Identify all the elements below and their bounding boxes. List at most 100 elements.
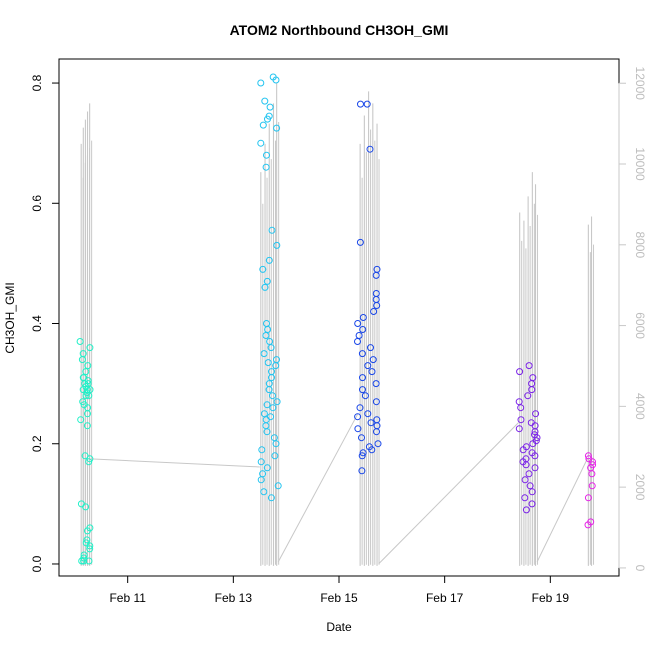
- data-point: [263, 464, 271, 472]
- data-point: [86, 545, 94, 553]
- data-point: [260, 410, 268, 418]
- data-point: [263, 320, 270, 327]
- data-point: [76, 338, 84, 345]
- data-point: [85, 458, 93, 466]
- data-point: [264, 115, 271, 123]
- data-point: [531, 428, 539, 436]
- y2-tick-label: 4000: [633, 393, 647, 420]
- altitude-ferry-line: [90, 458, 260, 468]
- data-point: [584, 521, 592, 529]
- data-point: [525, 362, 533, 370]
- data-point: [359, 326, 367, 333]
- data-point: [77, 416, 85, 424]
- data-point: [272, 440, 280, 448]
- data-point: [84, 410, 91, 418]
- data-point: [373, 302, 381, 309]
- data-point: [272, 362, 280, 370]
- data-point: [356, 404, 364, 412]
- data-point: [515, 425, 523, 433]
- data-point: [262, 422, 270, 430]
- x-axis-label: Date: [326, 620, 352, 634]
- y-tick-label: 0.4: [30, 315, 44, 332]
- data-point: [354, 413, 362, 421]
- data-point: [370, 308, 378, 315]
- x-tick-label: Feb 15: [320, 591, 358, 605]
- data-point: [528, 488, 536, 496]
- data-point: [524, 392, 532, 400]
- y2-tick-label: 8000: [633, 231, 647, 258]
- data-point: [261, 97, 269, 105]
- data-point: [274, 482, 282, 490]
- data-point: [373, 428, 380, 436]
- data-point: [528, 380, 536, 388]
- data-point: [521, 476, 529, 484]
- data-point: [359, 374, 366, 382]
- x-tick-label: Feb 19: [532, 591, 570, 605]
- chart-title: ATOM2 Northbound CH3OH_GMI: [230, 22, 449, 38]
- data-point: [273, 241, 281, 249]
- data-point: [358, 452, 366, 460]
- y2-tick-label: 10000: [633, 147, 647, 181]
- data-point: [356, 238, 364, 246]
- data-point: [259, 265, 267, 273]
- y-tick-label: 0.8: [30, 74, 44, 91]
- data-point: [259, 121, 267, 129]
- data-point: [264, 359, 272, 367]
- data-point: [82, 503, 90, 511]
- data-point: [358, 350, 366, 358]
- data-point: [260, 350, 268, 358]
- data-point: [531, 464, 539, 472]
- data-point: [86, 386, 94, 394]
- altitude-ferry-line: [536, 458, 588, 563]
- altitude-layer: [80, 83, 595, 566]
- y-axis-label: CH3OH_GMI: [3, 282, 17, 353]
- data-point: [82, 368, 90, 376]
- data-point: [78, 557, 86, 565]
- data-point: [268, 226, 276, 234]
- data-point: [267, 413, 275, 421]
- data-point: [257, 139, 265, 147]
- data-point: [267, 344, 275, 352]
- data-point: [517, 416, 525, 424]
- data-point: [364, 362, 372, 370]
- data-point: [533, 434, 541, 442]
- x-axis: Feb 11 Feb 13 Feb 15 Feb 17 Feb 19: [109, 575, 570, 605]
- data-point: [517, 404, 525, 412]
- y2-tick-label: 0: [633, 565, 647, 572]
- data-point: [522, 461, 530, 469]
- data-point: [354, 425, 362, 433]
- data-point: [271, 452, 279, 460]
- data-point: [354, 338, 361, 345]
- data-point: [359, 314, 367, 321]
- y-tick-label: 0.2: [30, 435, 44, 452]
- data-point: [589, 458, 596, 466]
- data-point: [368, 446, 376, 454]
- data-point: [531, 452, 539, 460]
- data-point: [372, 398, 380, 406]
- data-point: [522, 506, 530, 514]
- data-point: [267, 494, 275, 502]
- data-point: [358, 434, 365, 442]
- data-point: [265, 256, 273, 264]
- y2-tick-label: 2000: [633, 474, 647, 501]
- data-point: [358, 467, 366, 475]
- data-point: [257, 79, 265, 87]
- data-point: [372, 271, 380, 279]
- data-point: [79, 386, 87, 394]
- data-point: [372, 380, 380, 388]
- y-tick-label: 0.0: [30, 555, 44, 572]
- data-point: [269, 404, 277, 412]
- data-point: [82, 392, 90, 400]
- data-point: [359, 449, 367, 457]
- data-point: [525, 470, 533, 478]
- data-point: [78, 356, 86, 364]
- data-point: [262, 163, 270, 171]
- altitude-ferry-line: [378, 422, 519, 565]
- x-tick-label: Feb 17: [426, 591, 464, 605]
- data-point: [86, 542, 94, 550]
- x-tick-label: Feb 11: [109, 591, 146, 605]
- data-point: [369, 356, 377, 364]
- data-point: [529, 440, 537, 448]
